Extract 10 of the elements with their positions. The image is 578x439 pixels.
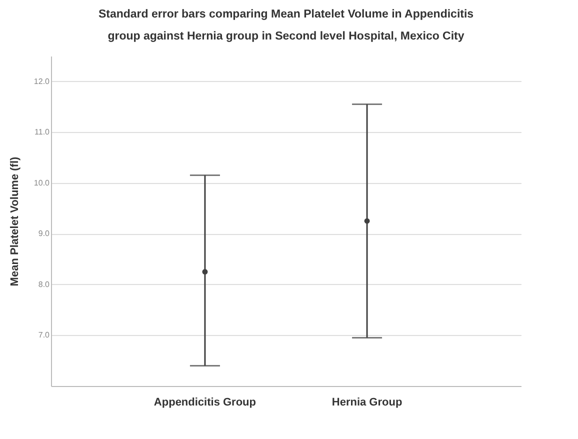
y-tick-label: 10.0	[34, 178, 50, 188]
x-tick-label: Appendicitis Group	[154, 396, 256, 408]
x-tick-label: Hernia Group	[332, 396, 402, 408]
y-tick-label: 7.0	[38, 330, 50, 340]
y-axis-title: Mean Platelet Volume (fl)	[8, 156, 21, 286]
y-tick-label: 8.0	[38, 280, 50, 289]
y-tick-label: 12.0	[34, 76, 50, 86]
y-tick-label: 9.0	[38, 229, 50, 238]
y-tick-label: 11.0	[34, 128, 50, 137]
chart-title: Standard error bars comparing Mean Platelet Volume in Appendicitis group against Hernia group in Second level Hospital, Mexico City	[98, 8, 474, 42]
